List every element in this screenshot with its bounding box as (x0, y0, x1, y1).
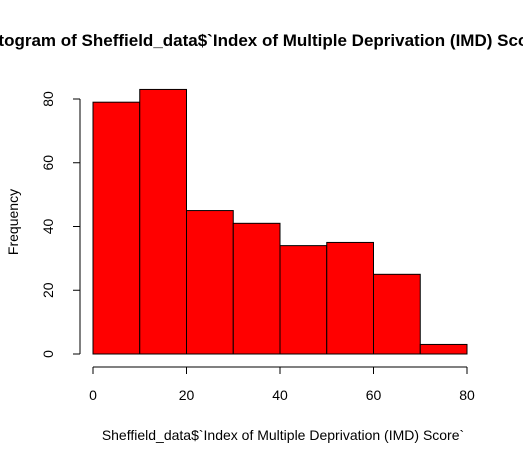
y-tick-label-0: 0 (40, 350, 56, 358)
x-tick-label-0: 0 (89, 387, 97, 403)
x-axis-label: Sheffield_data$`Index of Multiple Depriv… (102, 427, 464, 443)
x-tick-label-1: 20 (179, 387, 195, 403)
y-tick-label-1: 20 (40, 282, 56, 298)
histogram-bar-3 (232, 222, 281, 355)
y-tick-label-4: 80 (40, 91, 56, 107)
histogram-bar-4 (279, 245, 328, 355)
x-tick-label-2: 40 (272, 387, 288, 403)
histogram-bar-1 (139, 88, 187, 355)
y-axis-label: Frequency (5, 189, 21, 255)
bars-layer (92, 88, 468, 355)
y-tick-label-3: 60 (40, 155, 56, 171)
histogram-bar-2 (186, 210, 234, 355)
histogram-bar-6 (373, 273, 421, 355)
histogram-bar-0 (92, 101, 141, 355)
x-axis: 0 20 40 60 80 (89, 366, 475, 403)
chart-title: Histogram of Sheffield_data$`Index of Mu… (0, 31, 523, 50)
histogram-bar-7 (419, 343, 468, 355)
y-tick-label-2: 40 (40, 219, 56, 235)
x-tick-label-4: 80 (459, 387, 475, 403)
histogram-bar-5 (326, 241, 374, 355)
y-axis: 0 20 40 60 80 (40, 91, 81, 358)
x-tick-label-3: 60 (366, 387, 382, 403)
